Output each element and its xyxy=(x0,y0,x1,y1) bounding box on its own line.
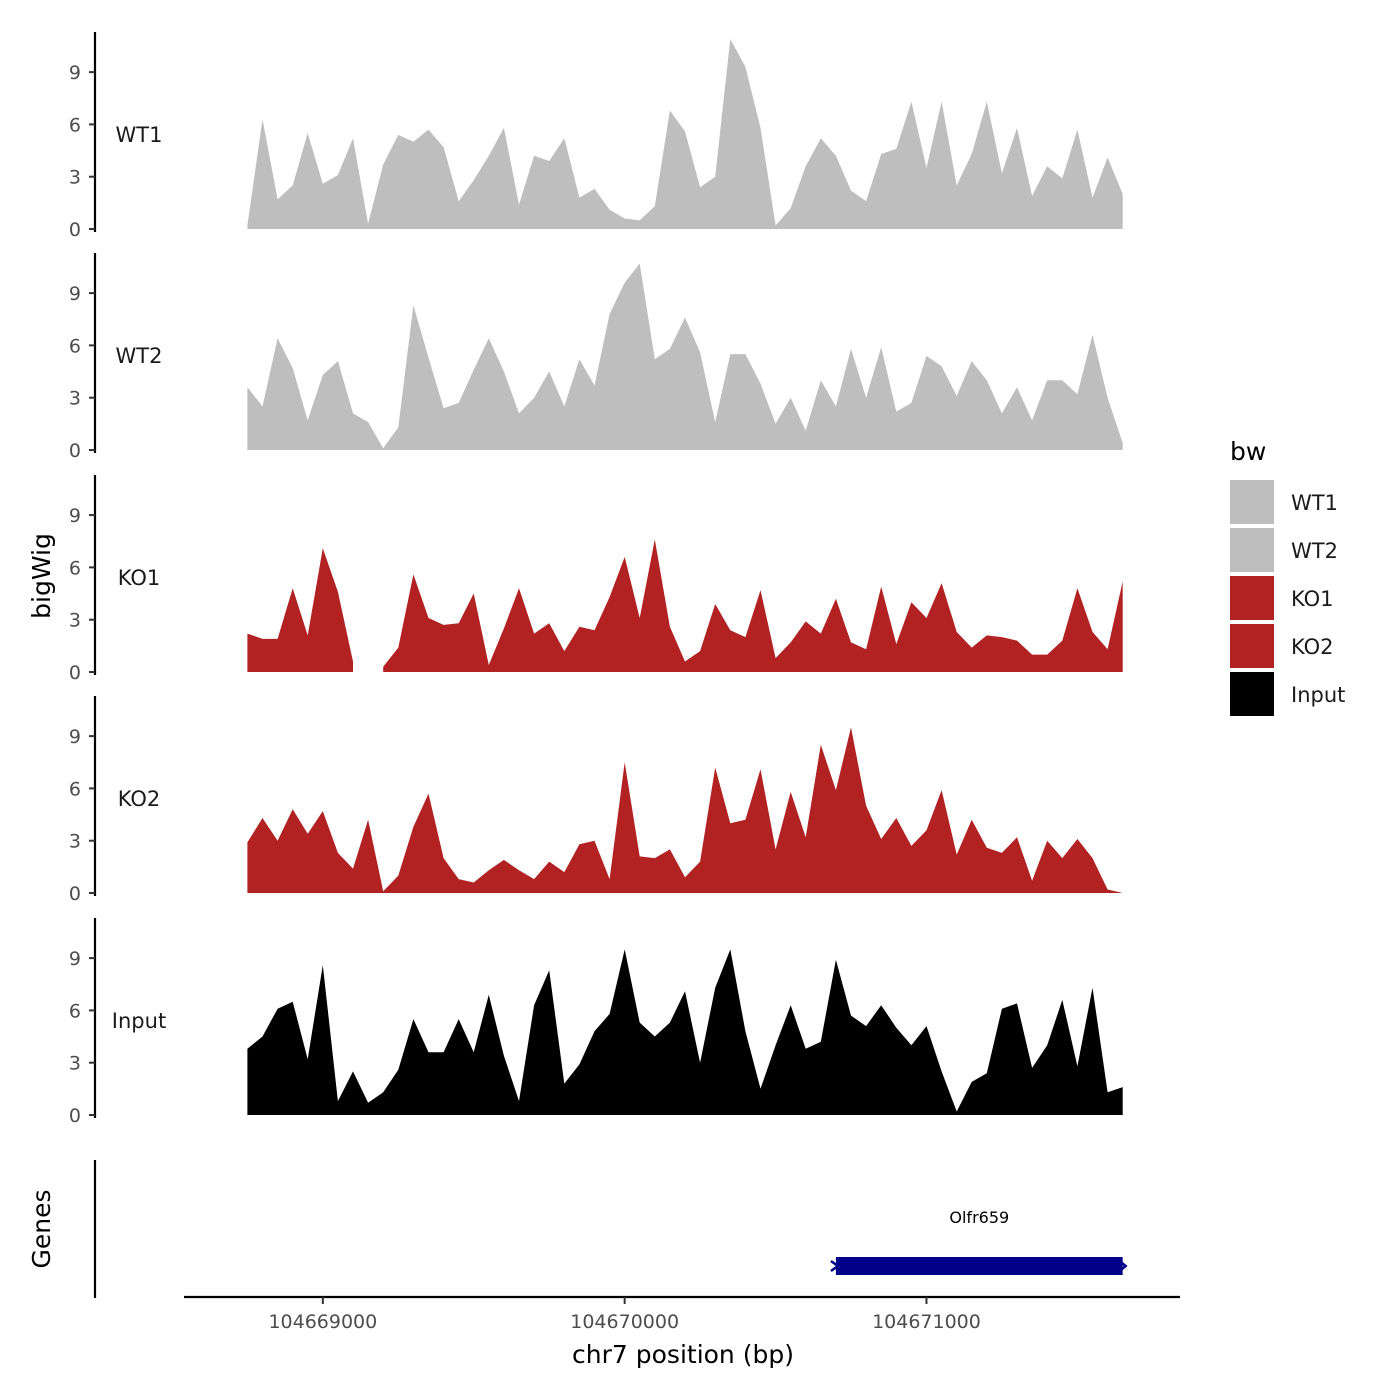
x-tick-label: 104671000 xyxy=(872,1311,981,1333)
legend: bw WT1 WT2 KO1 KO2 Input xyxy=(1230,437,1345,716)
y-tick-label: 3 xyxy=(69,831,81,853)
track-label-input: Input xyxy=(112,1009,166,1033)
track-ko1: 0 3 6 9 KO1 xyxy=(69,475,1123,684)
y-axis-title-genes: Genes xyxy=(27,1189,56,1268)
signal-area-wt1-1 xyxy=(247,39,1123,229)
genes-layer: Olfr659 xyxy=(93,1160,1128,1298)
y-tick-label: 0 xyxy=(69,883,81,905)
signal-area-ko2-1 xyxy=(247,727,1123,893)
track-wt1: 0 3 6 9 WT1 xyxy=(69,32,1123,241)
track-input: 0 3 6 9 Input xyxy=(69,918,1123,1127)
x-tick-label: 104670000 xyxy=(570,1311,679,1333)
legend-label: KO1 xyxy=(1291,587,1334,611)
gene-strand-arrow xyxy=(830,1259,841,1273)
signal-area-wt2-1 xyxy=(247,263,1123,450)
legend-entry-ko2: KO2 xyxy=(1230,624,1334,668)
gene-body xyxy=(835,1257,1123,1275)
legend-swatch xyxy=(1230,480,1274,524)
x-tick-label: 104669000 xyxy=(268,1311,377,1333)
y-tick-label: 3 xyxy=(69,388,81,410)
y-tick-label: 3 xyxy=(69,1053,81,1075)
legend-label: WT2 xyxy=(1291,539,1338,563)
legend-label: KO2 xyxy=(1291,635,1334,659)
y-tick-label: 9 xyxy=(69,726,81,748)
track-ko2: 0 3 6 9 KO2 xyxy=(69,696,1123,905)
track-wt2: 0 3 6 9 WT2 xyxy=(69,253,1123,462)
legend-entry-input: Input xyxy=(1230,672,1345,716)
y-tick-label: 0 xyxy=(69,1105,81,1127)
y-tick-label: 3 xyxy=(69,167,81,189)
y-tick-label: 6 xyxy=(69,114,81,136)
legend-swatch xyxy=(1230,672,1274,716)
y-tick-label: 9 xyxy=(69,283,81,305)
y-axis-title-bigwig: bigWig xyxy=(27,533,56,619)
track-label-wt2: WT2 xyxy=(116,344,163,368)
gene-label: Olfr659 xyxy=(949,1208,1009,1227)
legend-entry-ko1: KO1 xyxy=(1230,576,1334,620)
y-tick-label: 6 xyxy=(69,335,81,357)
x-axis-title: chr7 position (bp) xyxy=(572,1340,794,1369)
legend-swatch xyxy=(1230,624,1274,668)
signal-area-input-1 xyxy=(247,949,1123,1115)
y-tick-label: 6 xyxy=(69,557,81,579)
y-tick-label: 3 xyxy=(69,610,81,632)
gene-strand-arrow xyxy=(1118,1260,1128,1272)
y-tick-label: 6 xyxy=(69,1000,81,1022)
legend-label: WT1 xyxy=(1291,491,1338,515)
legend-label: Input xyxy=(1291,683,1345,707)
track-label-ko2: KO2 xyxy=(118,787,161,811)
track-label-ko1: KO1 xyxy=(118,566,161,590)
y-tick-label: 0 xyxy=(69,219,81,241)
track-label-wt1: WT1 xyxy=(116,123,163,147)
signal-area-ko1-2 xyxy=(383,539,1123,672)
legend-entry-wt2: WT2 xyxy=(1230,528,1338,572)
y-tick-label: 0 xyxy=(69,662,81,684)
legend-title: bw xyxy=(1230,437,1266,466)
legend-swatch xyxy=(1230,576,1274,620)
tracks-layer: 0 3 6 9 WT1 0 3 6 9 WT2 0 3 6 9 KO1 0 3 6 9 KO2 0 3 6 9 Input xyxy=(69,32,1123,1127)
y-tick-label: 6 xyxy=(69,778,81,800)
y-tick-label: 9 xyxy=(69,505,81,527)
gene-olfr659: Olfr659 xyxy=(830,1208,1128,1275)
x-axis: 104669000 104670000 104671000 xyxy=(184,1295,1180,1333)
y-tick-label: 9 xyxy=(69,62,81,84)
y-tick-label: 9 xyxy=(69,948,81,970)
legend-swatch xyxy=(1230,528,1274,572)
y-tick-label: 0 xyxy=(69,440,81,462)
legend-entry-wt1: WT1 xyxy=(1230,480,1338,524)
signal-area-ko1-1 xyxy=(247,548,353,672)
